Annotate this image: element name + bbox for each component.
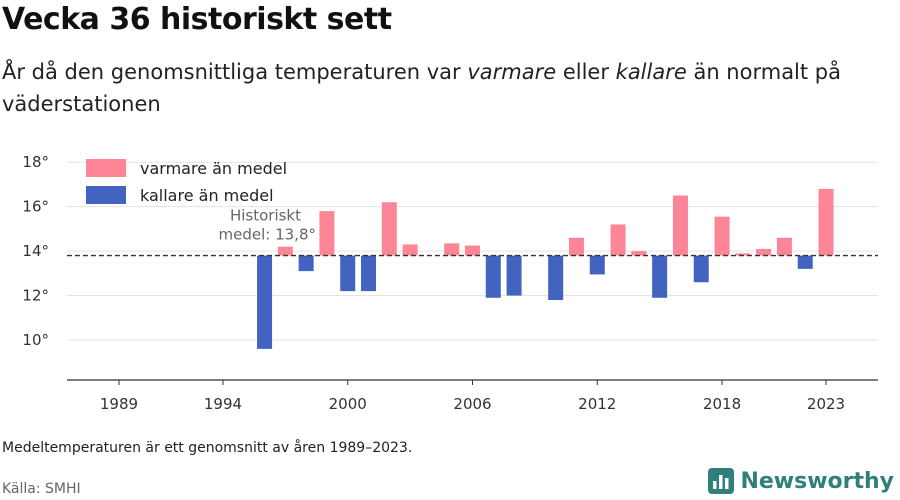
subtitle-text: eller (556, 60, 616, 84)
y-tick-label: 12° (22, 287, 49, 305)
chart-title: Vecka 36 historiskt sett (2, 2, 392, 37)
bar-warmer (319, 211, 335, 256)
x-tick-label: 2023 (807, 395, 845, 413)
y-tick-label: 16° (22, 198, 49, 216)
baseline-label: medel: 13,8° (219, 226, 316, 244)
bar-warmer (610, 224, 626, 256)
bar-colder (797, 255, 813, 269)
legend-label: varmare än medel (140, 159, 287, 178)
bar-colder (589, 255, 605, 275)
x-tick-label: 1989 (100, 395, 138, 413)
y-tick-label: 18° (22, 153, 49, 171)
x-tick-label: 2006 (453, 395, 491, 413)
bar-warmer (631, 251, 647, 256)
bar-warmer (444, 243, 460, 256)
bar-colder (485, 255, 501, 298)
bar-warmer (277, 246, 293, 256)
legend-swatch (86, 186, 126, 204)
bar-colder (361, 255, 377, 292)
legend-label: kallare än medel (140, 186, 274, 205)
x-tick-label: 2000 (329, 395, 367, 413)
brand: Newsworthy (708, 468, 894, 494)
brand-name: Newsworthy (740, 468, 894, 494)
bar-colder (298, 255, 314, 272)
bar-chart-logo-icon (708, 468, 735, 494)
bar-colder (340, 255, 356, 292)
subtitle-text: År då den genomsnittliga temperaturen va… (2, 60, 468, 84)
bar-warmer (465, 245, 480, 256)
chart-subtitle: År då den genomsnittliga temperaturen va… (2, 56, 862, 120)
bar-warmer (735, 253, 751, 256)
bar-warmer (568, 237, 584, 256)
source-text: Källa: SMHI (2, 481, 81, 497)
legend-swatch (86, 159, 126, 177)
bar-colder (652, 255, 668, 298)
bar-warmer (756, 248, 772, 256)
bar-colder (693, 255, 709, 283)
x-tick-label: 1994 (204, 395, 242, 413)
footnote: Medeltemperaturen är ett genomsnitt av å… (2, 440, 413, 456)
subtitle-warmer: varmare (467, 60, 557, 84)
bar-warmer (402, 244, 418, 256)
y-tick-label: 10° (22, 331, 49, 349)
subtitle-text: än normalt på väderstationen (2, 60, 841, 116)
bar-colder (506, 255, 522, 296)
bar-colder (548, 255, 564, 300)
bar-warmer (672, 195, 688, 256)
subtitle-colder: kallare (615, 60, 687, 84)
x-tick-label: 2012 (578, 395, 616, 413)
bar-warmer (776, 237, 792, 256)
bar-colder (257, 255, 273, 349)
bar-warmer (714, 216, 730, 256)
baseline-label: Historiskt (230, 207, 301, 225)
bar-warmer (381, 202, 397, 256)
x-tick-label: 2018 (703, 395, 741, 413)
y-tick-label: 14° (22, 242, 49, 260)
bar-warmer (818, 188, 834, 256)
